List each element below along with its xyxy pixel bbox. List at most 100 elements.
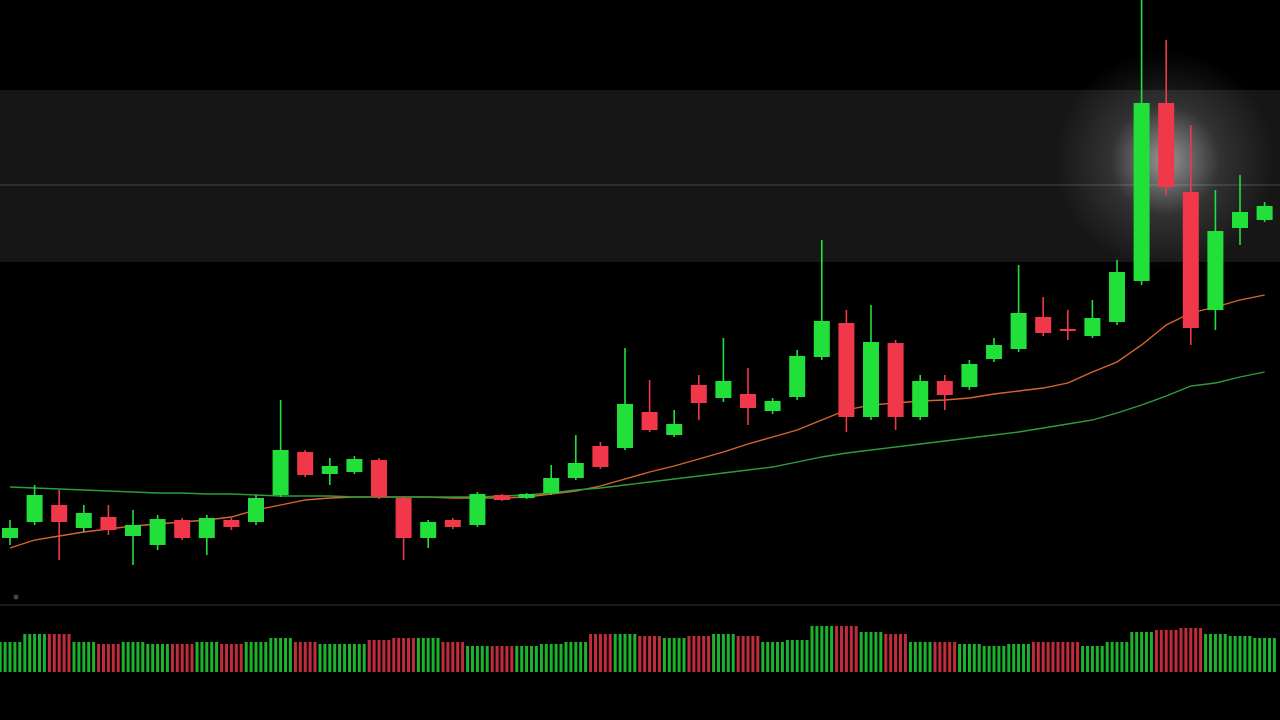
volume-stripe bbox=[741, 636, 745, 672]
volume-stripe bbox=[1159, 630, 1163, 672]
volume-stripe bbox=[997, 646, 1001, 672]
candle-body bbox=[223, 520, 240, 527]
volume-stripe bbox=[38, 634, 41, 672]
volume-stripe bbox=[510, 646, 514, 672]
volume-stripe bbox=[849, 626, 853, 672]
volume-bar bbox=[0, 642, 22, 672]
volume-stripe bbox=[323, 644, 327, 672]
volume-stripe bbox=[938, 642, 942, 672]
volume-stripe bbox=[33, 634, 37, 672]
volume-bar bbox=[712, 634, 735, 672]
candle-body bbox=[420, 522, 437, 538]
candle-body bbox=[494, 495, 510, 500]
volume-stripe bbox=[643, 636, 647, 672]
volume-stripe bbox=[776, 642, 779, 672]
candle-body bbox=[444, 520, 461, 527]
volume-stripe bbox=[47, 634, 51, 672]
volume-stripe bbox=[844, 626, 848, 672]
volume-stripe bbox=[1272, 638, 1276, 672]
volume-stripe bbox=[1130, 632, 1134, 672]
volume-bar bbox=[1228, 636, 1252, 672]
volume-stripe bbox=[736, 636, 740, 672]
volume-stripe bbox=[1012, 644, 1016, 672]
volume-bar bbox=[662, 638, 686, 672]
volume-stripe bbox=[530, 646, 533, 672]
volume-stripe bbox=[859, 632, 863, 672]
volume-stripe bbox=[785, 640, 789, 672]
volume-stripe bbox=[923, 642, 927, 672]
volume-stripe bbox=[953, 642, 957, 672]
volume-stripe bbox=[638, 636, 642, 672]
candle-body bbox=[715, 381, 732, 398]
candle-body bbox=[125, 525, 141, 536]
volume-stripe bbox=[170, 644, 174, 672]
volume-stripe bbox=[1253, 638, 1257, 672]
candle-body bbox=[1059, 329, 1076, 331]
volume-stripe bbox=[967, 644, 971, 672]
volume-stripe bbox=[13, 642, 17, 672]
volume-bar bbox=[958, 644, 981, 672]
volume-stripe bbox=[249, 642, 253, 672]
volume-stripe bbox=[756, 636, 760, 672]
volume-stripe bbox=[908, 642, 912, 672]
volume-stripe bbox=[1066, 642, 1070, 672]
candle-body bbox=[272, 450, 289, 495]
volume-stripe bbox=[475, 646, 479, 672]
volume-stripe bbox=[899, 634, 902, 672]
volume-bar bbox=[859, 632, 883, 672]
candle-body bbox=[248, 498, 264, 522]
volume-stripe bbox=[0, 642, 2, 672]
volume-stripe bbox=[608, 634, 612, 672]
volume-stripe bbox=[102, 644, 105, 672]
volume-stripe bbox=[972, 644, 976, 672]
volume-bar bbox=[638, 636, 661, 672]
candle-body bbox=[789, 356, 806, 397]
candle-body bbox=[543, 478, 560, 493]
volume-bar bbox=[23, 634, 46, 672]
volume-stripe bbox=[293, 642, 297, 672]
volume-stripe bbox=[1169, 630, 1173, 672]
volume-stripe bbox=[1051, 642, 1055, 672]
volume-stripe bbox=[495, 646, 499, 672]
volume-stripe bbox=[618, 634, 622, 672]
volume-stripe bbox=[1179, 628, 1183, 672]
volume-stripe bbox=[805, 640, 809, 672]
volume-stripe bbox=[146, 644, 150, 672]
volume-stripe bbox=[992, 646, 996, 672]
candle-body bbox=[1256, 206, 1273, 220]
volume-stripe bbox=[731, 634, 735, 672]
volume-bar bbox=[1105, 642, 1129, 672]
volume-stripe bbox=[1002, 646, 1006, 672]
volume-stripe bbox=[303, 642, 307, 672]
volume-stripe bbox=[662, 638, 666, 672]
candle-body bbox=[1035, 317, 1052, 333]
volume-stripe bbox=[274, 638, 278, 672]
volume-stripe bbox=[672, 638, 676, 672]
candle-body bbox=[863, 342, 879, 417]
volume-stripe bbox=[485, 646, 489, 672]
volume-bar bbox=[613, 634, 637, 672]
volume-stripe bbox=[1081, 646, 1085, 672]
candle-body bbox=[666, 424, 683, 435]
volume-bar bbox=[736, 636, 760, 672]
volume-stripe bbox=[121, 642, 125, 672]
volume-stripe bbox=[1223, 634, 1227, 672]
volume-stripe bbox=[210, 642, 214, 672]
candle-body bbox=[371, 460, 387, 497]
volume-bar bbox=[982, 646, 1006, 672]
candle-body bbox=[395, 498, 412, 538]
volume-stripe bbox=[815, 626, 819, 672]
volume-stripe bbox=[367, 640, 371, 672]
volume-stripe bbox=[338, 644, 342, 672]
volume-bar bbox=[343, 644, 366, 672]
candle-body bbox=[986, 345, 1002, 359]
volume-stripe bbox=[820, 626, 824, 672]
volume-stripe bbox=[284, 638, 287, 672]
volume-stripe bbox=[357, 644, 361, 672]
volume-stripe bbox=[77, 642, 81, 672]
volume-stripe bbox=[141, 642, 145, 672]
volume-stripe bbox=[161, 644, 164, 672]
volume-stripe bbox=[446, 642, 450, 672]
volume-stripe bbox=[239, 644, 243, 672]
volume-stripe bbox=[707, 636, 711, 672]
